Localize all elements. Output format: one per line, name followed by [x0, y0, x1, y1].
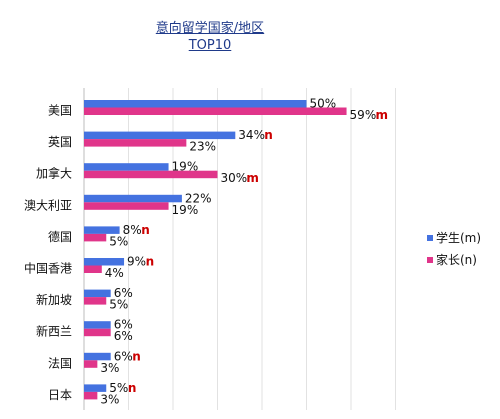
data-label: 9% — [127, 255, 146, 269]
bar — [84, 202, 169, 210]
category-label: 法国 — [48, 356, 72, 370]
data-label: 23% — [189, 140, 216, 154]
data-label: 8% — [123, 223, 142, 237]
data-label: 22% — [185, 191, 212, 205]
bar — [84, 384, 107, 392]
category-label: 英国 — [48, 135, 72, 149]
bar — [84, 107, 347, 115]
legend-swatch — [427, 257, 433, 263]
bar — [84, 297, 107, 305]
bar — [84, 233, 107, 242]
chart-title: 意向留学国家/地区 TOP10 — [0, 20, 420, 54]
category-label: 德国 — [48, 229, 72, 244]
significance-marker: n — [132, 349, 141, 363]
category-label: 日本 — [48, 388, 72, 402]
bar — [84, 131, 236, 140]
category-label: 美国 — [48, 104, 72, 118]
bar — [84, 194, 182, 203]
data-label: 4% — [105, 266, 124, 280]
data-label: 5% — [109, 381, 128, 395]
data-label: 6% — [114, 329, 133, 343]
data-label: 59% — [350, 108, 377, 122]
legend-label: 学生(m) — [436, 230, 481, 245]
bar — [84, 139, 187, 147]
bar — [84, 163, 169, 171]
data-label: 5% — [109, 298, 128, 312]
significance-marker: m — [246, 171, 259, 185]
bar — [84, 360, 98, 368]
data-label: 34% — [238, 128, 265, 142]
data-label: 6% — [114, 318, 133, 332]
chart-title-line-2: TOP10 — [188, 38, 232, 53]
bar — [84, 100, 307, 108]
data-label: 5% — [109, 234, 128, 248]
category-label: 新西兰 — [36, 324, 72, 339]
bar — [84, 226, 120, 234]
data-label: 19% — [172, 160, 199, 174]
significance-marker: m — [375, 108, 388, 122]
data-label: 6% — [114, 349, 133, 363]
data-label: 19% — [172, 203, 199, 217]
category-label: 中国香港 — [24, 261, 72, 276]
data-label: 30% — [221, 171, 248, 185]
bar — [84, 265, 102, 273]
significance-marker: n — [146, 255, 155, 269]
data-label: 6% — [114, 286, 133, 300]
category-label: 新加坡 — [36, 292, 72, 307]
category-label: 加拿大 — [36, 166, 72, 181]
bar — [84, 258, 125, 266]
bar — [84, 289, 111, 298]
data-label: 3% — [100, 392, 119, 406]
data-label: 3% — [100, 361, 119, 375]
category-label: 澳大利亚 — [24, 198, 72, 212]
legend-swatch — [427, 235, 433, 241]
bar — [84, 328, 111, 337]
bar — [84, 391, 98, 400]
bar — [84, 170, 218, 179]
bar — [84, 352, 111, 361]
bar — [84, 321, 111, 329]
significance-marker: n — [141, 223, 150, 237]
significance-marker: n — [264, 128, 273, 142]
legend-label: 家长(n) — [436, 252, 477, 267]
data-label: 50% — [310, 97, 337, 111]
significance-marker: n — [128, 381, 137, 395]
chart-title-line-1: 意向留学国家/地区 — [155, 21, 265, 36]
